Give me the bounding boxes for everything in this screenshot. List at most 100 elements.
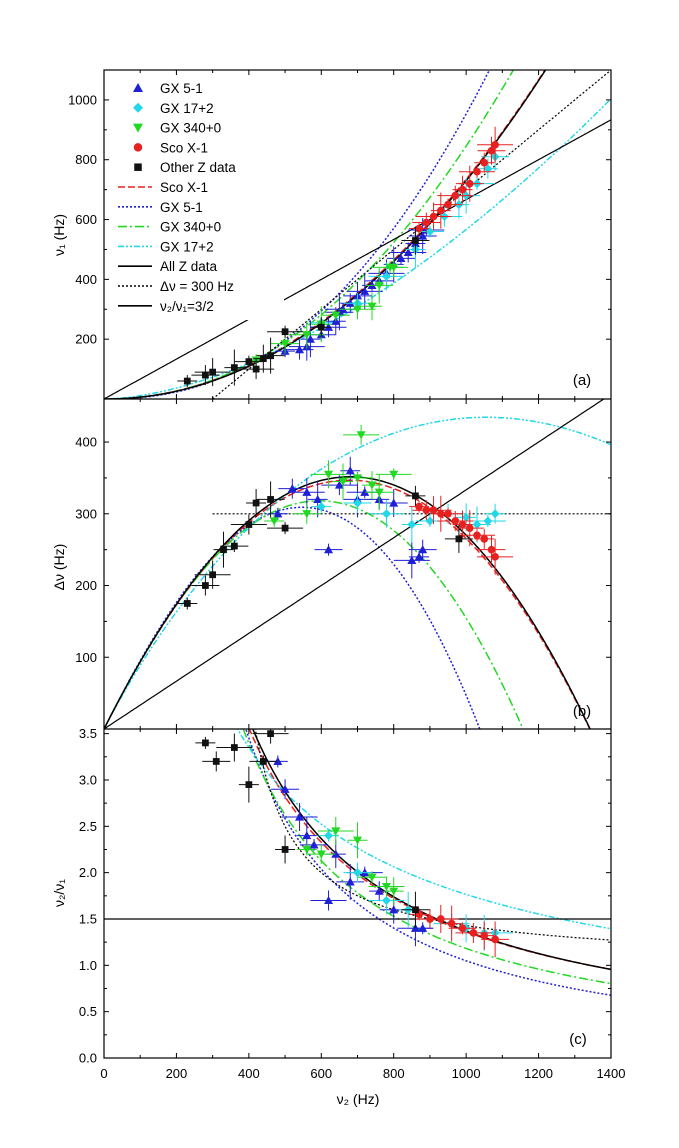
data-point-gx-5-1 (374, 886, 384, 895)
data-point-gx-17-2 (324, 831, 334, 841)
data-point-sco-x-1 (491, 140, 499, 149)
legend-label: GX 340+0 (160, 220, 221, 235)
data-point-sco-x-1 (444, 200, 452, 209)
data-point-other-z-data (267, 730, 274, 738)
legend-marker (133, 143, 143, 152)
legend-label: GX 340+0 (160, 121, 221, 136)
data-point-sco-x-1 (480, 535, 489, 543)
y-tick-label: 400 (75, 435, 97, 450)
legend-item: All Z data (118, 259, 218, 274)
legend-label: Sco X-1 (160, 140, 208, 155)
data-point-gx-5-1 (331, 849, 341, 858)
data-point-gx-5-1 (407, 555, 417, 565)
y-tick-label: 3.5 (79, 726, 97, 741)
legend-item: ν₂/ν₁=3/2 (118, 299, 214, 314)
fit-curve-gx-17-2 (236, 729, 611, 930)
legend-marker (133, 123, 143, 133)
data-point-gx-5-1 (280, 784, 290, 793)
data-point-gx-17-2 (472, 520, 482, 530)
data-point-gx-340-0 (302, 331, 312, 340)
legend-item: GX 5-1 (133, 81, 203, 96)
legend-label: Δν = 300 Hz (160, 279, 234, 294)
data-point-sco-x-1 (415, 224, 423, 233)
legend-item: Δν = 300 Hz (118, 279, 234, 294)
data-point-other-z-data (412, 237, 419, 244)
data-point-sco-x-1 (491, 935, 499, 944)
legend-label: GX 5-1 (160, 81, 203, 96)
legend-item: Other Z data (134, 160, 236, 175)
data-point-sco-x-1 (436, 206, 445, 215)
data-point-gx-340-0 (338, 477, 348, 486)
data-point-gx-5-1 (324, 895, 334, 905)
data-point-gx-5-1 (295, 812, 305, 821)
data-point-gx-340-0 (269, 517, 279, 526)
data-point-other-z-data (455, 535, 463, 543)
data-point-gx-340-0 (356, 431, 366, 440)
fit-curves-panel-3 (104, 729, 611, 996)
fit-curve-gx-340-0 (104, 500, 524, 729)
data-point-gx-340-0 (389, 263, 399, 272)
data-point-gx-340-0 (302, 845, 312, 854)
data-point-gx-340-0 (353, 836, 362, 845)
legend-label: Other Z data (160, 160, 236, 175)
legend: GX 5-1 GX 17+2 GX 340+0 Sco X-1 Other Z data… (112, 76, 284, 320)
data-point-gx-5-1 (360, 487, 370, 496)
y-tick-label: 200 (75, 332, 97, 347)
data-point-gx-17-2 (425, 227, 435, 237)
fit-curve-gx-340-0 (242, 729, 611, 985)
data-point-other-z-data (202, 582, 209, 589)
data-point-gx-5-1 (418, 923, 428, 932)
data-point-gx-17-2 (490, 509, 500, 519)
data-point-gx-340-0 (367, 873, 377, 882)
legend-item: Sco X-1 (118, 180, 208, 195)
legend-item: GX 340+0 (133, 121, 221, 136)
data-point-other-z-data (209, 571, 217, 579)
data-point-gx-17-2 (381, 271, 391, 281)
data-point-other-z-data (209, 368, 217, 376)
data-point-gx-5-1 (403, 247, 413, 257)
data-point-gx-340-0 (331, 827, 341, 836)
data-point-gx-17-2 (353, 498, 362, 508)
x-tick-label: 600 (310, 1066, 332, 1081)
data-point-gx-340-0 (316, 850, 326, 859)
panel-label: (c) (569, 1031, 587, 1048)
data-point-gx-5-1 (345, 877, 355, 886)
legend-item: Sco X-1 (133, 140, 208, 155)
data-point-sco-x-1 (473, 531, 481, 540)
y-tick-label: 200 (75, 578, 97, 593)
data-points-panel-2 (177, 424, 514, 610)
data-point-gx-17-2 (461, 512, 471, 522)
y-tick-label: 800 (75, 152, 97, 167)
axes-layer: 200 400 600 800 1000 ν₁ (Hz) (a) 100 200 300 400 Δν… (51, 69, 626, 1107)
fit-curve-gx-5-1 (104, 506, 481, 729)
data-points-layer (177, 126, 514, 958)
data-point-gx-5-1 (295, 345, 305, 354)
data-point-gx-5-1 (324, 545, 334, 554)
data-point-other-z-data (267, 352, 274, 360)
data-point-gx-17-2 (407, 520, 417, 530)
data-point-gx-5-1 (418, 545, 428, 554)
y-tick-label: 2.5 (79, 819, 97, 834)
x-tick-label: 1400 (597, 1066, 626, 1081)
data-point-other-z-data (220, 546, 227, 554)
data-point-gx-340-0 (367, 302, 377, 311)
x-tick-label: 800 (383, 1066, 405, 1081)
data-point-other-z-data (230, 744, 238, 751)
data-point-gx-5-1 (360, 286, 370, 295)
data-point-gx-340-0 (353, 305, 362, 314)
data-point-other-z-data (212, 758, 220, 765)
data-point-gx-5-1 (287, 484, 297, 493)
data-point-gx-340-0 (381, 882, 391, 892)
data-point-sco-x-1 (473, 167, 481, 176)
legend-item: GX 340+0 (118, 220, 221, 235)
data-point-gx-340-0 (324, 470, 334, 479)
data-point-sco-x-1 (415, 502, 423, 511)
y-tick-label: 100 (75, 650, 97, 665)
data-point-sco-x-1 (469, 929, 478, 937)
x-tick-label: 0 (100, 1066, 107, 1081)
legend-marker (134, 163, 142, 171)
data-point-gx-5-1 (302, 487, 312, 496)
data-point-sco-x-1 (436, 915, 445, 923)
data-point-other-z-data (230, 542, 238, 550)
